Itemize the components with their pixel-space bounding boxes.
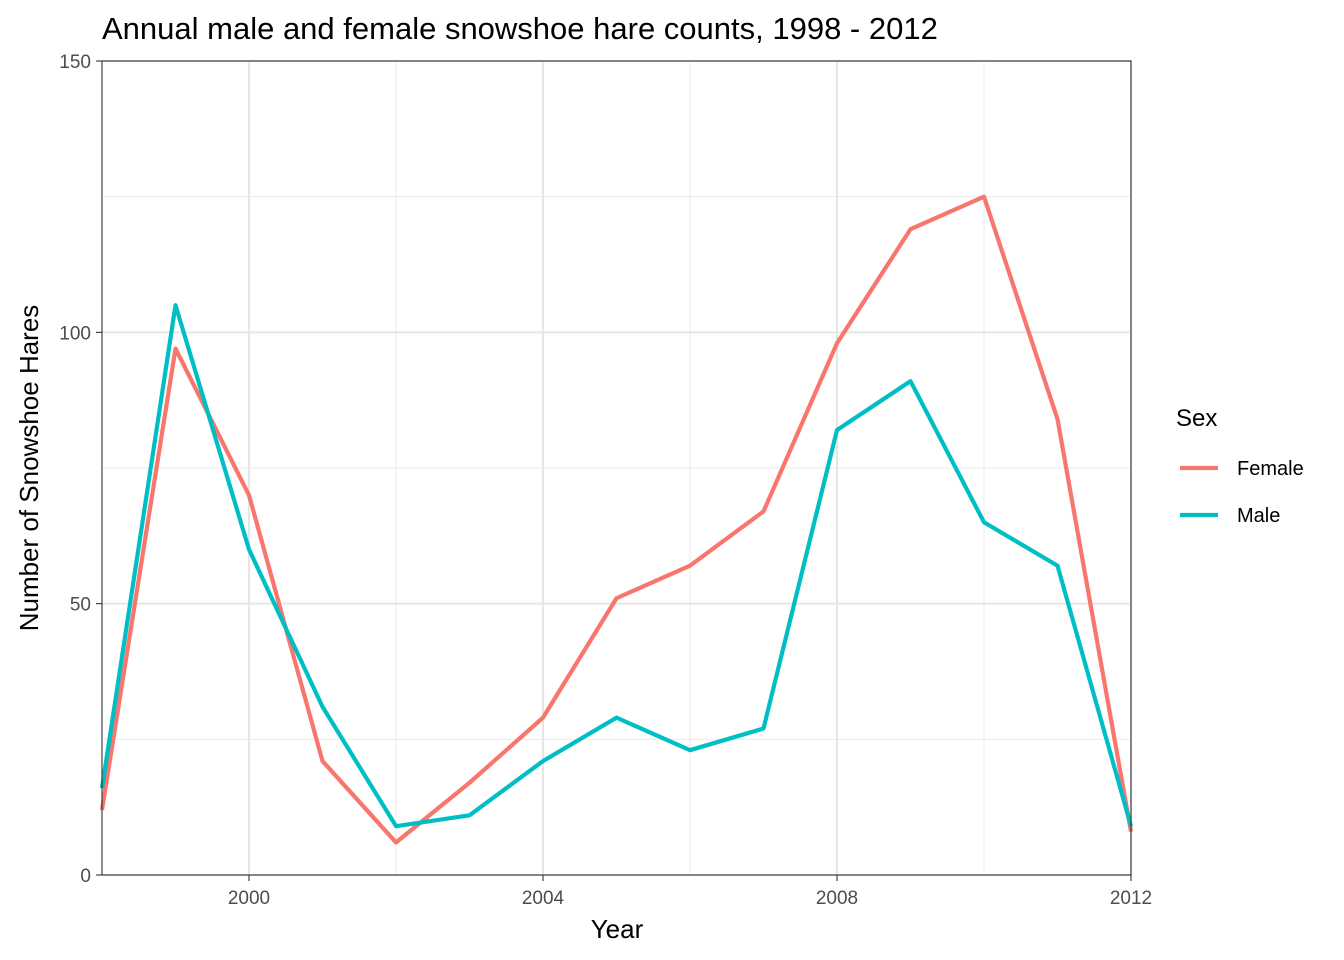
series-line-male: [99, 303, 1134, 829]
x-tick-label: 2012: [1110, 888, 1152, 909]
chart-title: Annual male and female snowshoe hare cou…: [102, 11, 938, 46]
plot-panel: [99, 60, 1134, 876]
y-axis-title: Number of Snowshoe Hares: [14, 305, 44, 632]
x-axis: 2000 2004 2008 2012: [228, 875, 1152, 909]
legend-label-male: Male: [1237, 505, 1280, 527]
series-line-female: [99, 194, 1134, 845]
legend-label-female: Female: [1237, 458, 1304, 480]
x-tick-label: 2008: [816, 888, 858, 909]
legend-title: Sex: [1176, 405, 1217, 432]
y-tick-label: 0: [80, 866, 91, 887]
panel-border: [101, 60, 1132, 876]
legend-items: Female Male: [1180, 458, 1304, 527]
y-tick-label: 150: [59, 52, 91, 73]
legend: Sex Female Male: [1176, 405, 1304, 527]
x-tick-label: 2004: [522, 888, 565, 909]
series-lines: [99, 194, 1134, 845]
x-tick-label: 2000: [228, 888, 270, 909]
y-tick-label: 50: [70, 595, 91, 616]
y-tick-label: 100: [59, 323, 91, 344]
y-axis: 0 50 100 150: [59, 52, 102, 887]
x-axis-title: Year: [591, 914, 644, 944]
minor-gridlines: [101, 61, 1131, 875]
